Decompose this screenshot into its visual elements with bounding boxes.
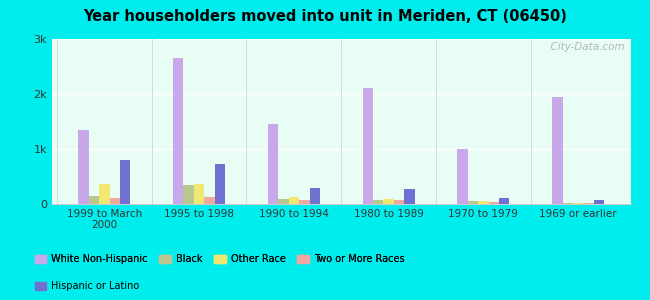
- Bar: [204, 197, 214, 204]
- Bar: [173, 58, 183, 204]
- Bar: [183, 185, 194, 204]
- Bar: [394, 200, 404, 204]
- Bar: [289, 197, 299, 204]
- Bar: [88, 196, 99, 204]
- Bar: [552, 97, 562, 204]
- Bar: [78, 130, 88, 204]
- Bar: [562, 202, 573, 204]
- Bar: [299, 200, 309, 204]
- Bar: [214, 164, 225, 204]
- Bar: [373, 200, 384, 204]
- Bar: [278, 199, 289, 204]
- Bar: [489, 202, 499, 204]
- Bar: [384, 199, 394, 204]
- Bar: [583, 203, 594, 204]
- Bar: [268, 124, 278, 204]
- Bar: [110, 198, 120, 204]
- Bar: [594, 200, 604, 204]
- Bar: [99, 184, 110, 204]
- Bar: [458, 149, 468, 204]
- Text: Year householders moved into unit in Meriden, CT (06450): Year householders moved into unit in Mer…: [83, 9, 567, 24]
- Bar: [468, 201, 478, 204]
- Bar: [194, 184, 204, 204]
- Bar: [363, 88, 373, 204]
- Text: City-Data.com: City-Data.com: [544, 42, 625, 52]
- Bar: [499, 198, 510, 204]
- Legend: White Non-Hispanic, Black, Other Race, Two or More Races: White Non-Hispanic, Black, Other Race, T…: [31, 250, 408, 268]
- Bar: [573, 203, 583, 204]
- Bar: [120, 160, 131, 204]
- Bar: [478, 201, 489, 204]
- Legend: Hispanic or Latino: Hispanic or Latino: [31, 278, 144, 295]
- Bar: [309, 188, 320, 204]
- Bar: [404, 189, 415, 204]
